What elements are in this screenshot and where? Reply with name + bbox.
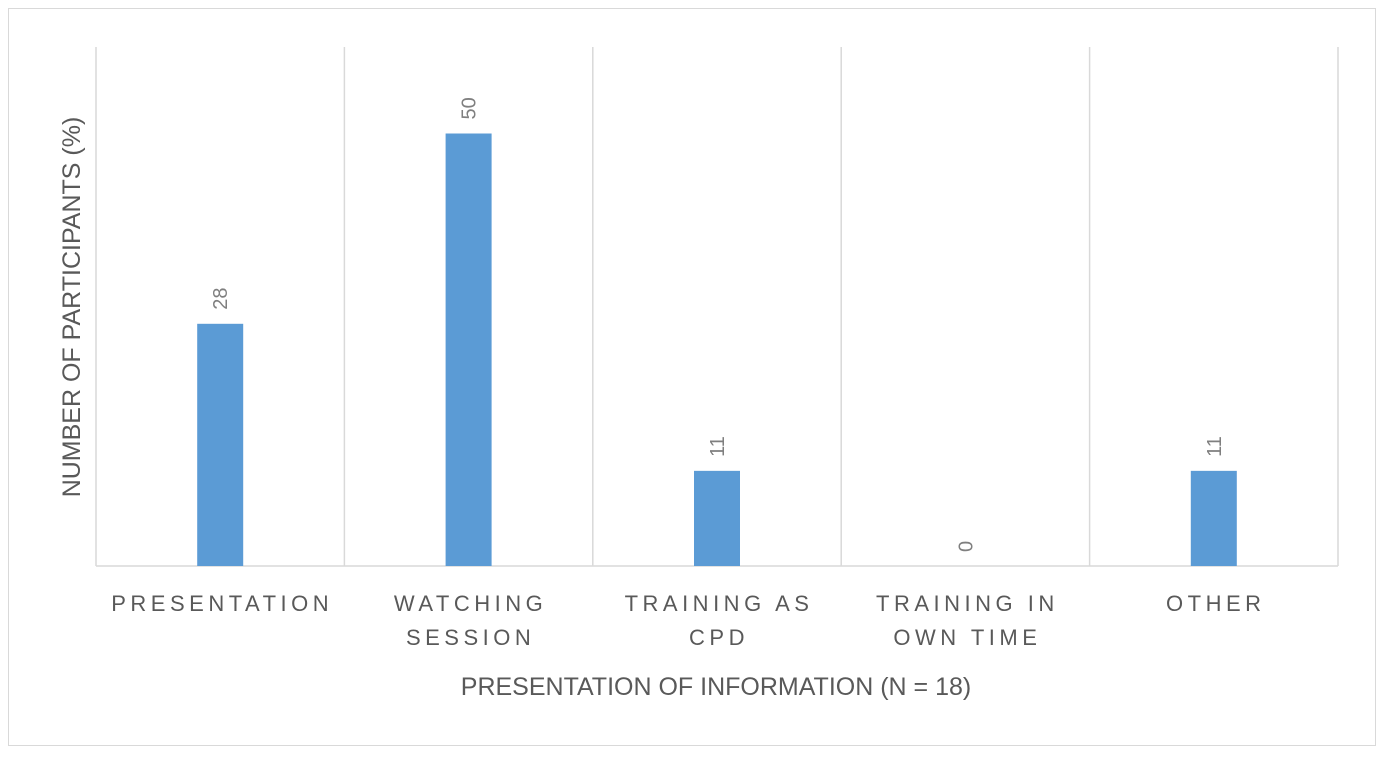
data-label: 0 xyxy=(955,541,977,552)
y-axis-title: NUMBER OF PARTICIPANTS (%) xyxy=(58,117,86,498)
category-label: TRAINING AS xyxy=(625,591,814,616)
category-label: PRESENTATION xyxy=(111,591,333,616)
bar xyxy=(1190,470,1237,566)
data-label: 11 xyxy=(707,436,729,457)
category-label: OTHER xyxy=(1166,591,1266,616)
bar xyxy=(445,133,492,566)
category-labels: PRESENTATION WATCHING SESSION TRAINING AS CP… xyxy=(111,591,1266,650)
x-axis-title: PRESENTATION OF INFORMATION (N = 18) xyxy=(461,673,971,701)
category-label: CPD xyxy=(689,625,749,650)
bar xyxy=(197,323,244,566)
data-labels: 28 50 11 0 11 xyxy=(210,97,1226,552)
category-label: WATCHING xyxy=(394,591,547,616)
bar xyxy=(694,470,740,566)
category-label: TRAINING IN xyxy=(876,591,1059,616)
data-label: 11 xyxy=(1204,436,1226,457)
category-label: SESSION xyxy=(406,625,535,650)
data-label: 50 xyxy=(459,97,481,119)
bars xyxy=(197,133,1237,566)
category-label: OWN TIME xyxy=(893,625,1041,650)
data-label: 28 xyxy=(210,288,232,310)
